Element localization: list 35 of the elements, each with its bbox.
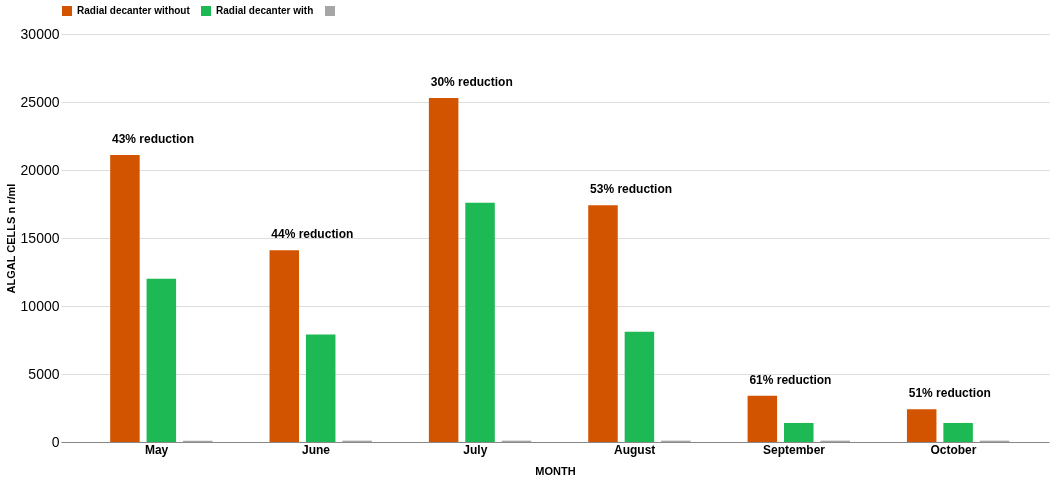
x-tick-label: September bbox=[763, 442, 826, 457]
legend-label: Radial decanter without bbox=[77, 5, 191, 16]
bar bbox=[784, 422, 814, 442]
y-tick-label: 30000 bbox=[20, 25, 60, 42]
bar bbox=[588, 205, 618, 442]
annotation: 43% reduction bbox=[111, 132, 195, 147]
bar bbox=[428, 97, 459, 442]
bar bbox=[110, 155, 140, 442]
y-tick-label: 0 bbox=[51, 433, 60, 450]
bar bbox=[269, 250, 300, 442]
bar bbox=[624, 331, 655, 442]
y-tick-label: 20000 bbox=[20, 161, 60, 178]
y-tick-label: 25000 bbox=[20, 93, 60, 110]
x-tick-label: July bbox=[463, 442, 488, 457]
y-tick-label: 15000 bbox=[20, 229, 60, 246]
x-tick-label: August bbox=[614, 442, 656, 457]
x-tick-label: June bbox=[301, 442, 331, 457]
x-axis-title: MONTH bbox=[535, 464, 576, 477]
annotation: 53% reduction bbox=[590, 182, 673, 197]
bar bbox=[906, 409, 937, 442]
legend-label: Radial decanter with bbox=[216, 5, 314, 16]
y-tick-label: 10000 bbox=[20, 297, 60, 314]
y-axis-title: ALGAL CELLS n r/ml bbox=[4, 183, 17, 294]
annotation: 30% reduction bbox=[430, 74, 513, 89]
bar bbox=[747, 395, 778, 442]
annotation: 51% reduction bbox=[908, 386, 991, 401]
bar bbox=[305, 334, 336, 442]
bar bbox=[146, 278, 177, 442]
bar bbox=[943, 422, 973, 442]
annotation: 44% reduction bbox=[271, 227, 354, 242]
y-tick-label: 5000 bbox=[28, 365, 60, 382]
bar bbox=[465, 202, 495, 442]
x-tick-label: October bbox=[930, 442, 977, 457]
x-tick-label: May bbox=[144, 442, 169, 457]
annotation: 61% reduction bbox=[749, 372, 832, 387]
